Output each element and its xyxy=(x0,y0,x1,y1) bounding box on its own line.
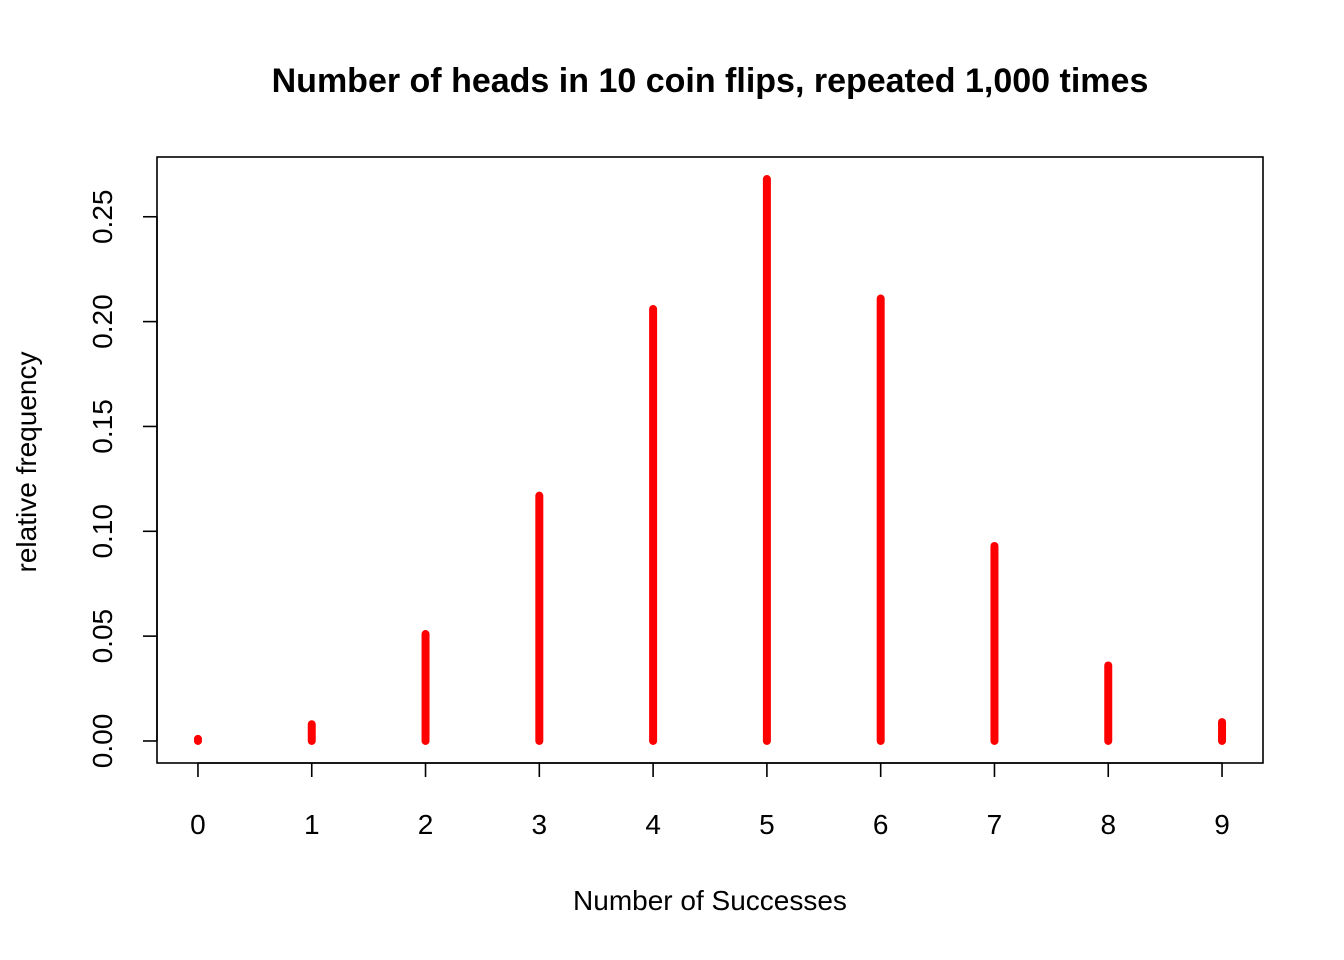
x-tick-label-4: 4 xyxy=(645,809,661,840)
x-tick-label-2: 2 xyxy=(418,809,434,840)
y-tick-label-0: 0.00 xyxy=(87,714,118,769)
bars-group xyxy=(193,175,1227,745)
x-tick-label-1: 1 xyxy=(304,809,320,840)
x-axis-label: Number of Successes xyxy=(573,885,847,916)
x-tick-label-8: 8 xyxy=(1100,809,1116,840)
y-tick-label-2: 0.10 xyxy=(87,504,118,559)
chart-title: Number of heads in 10 coin flips, repeat… xyxy=(272,62,1149,100)
x-tick-label-6: 6 xyxy=(873,809,889,840)
y-axis-label: relative frequency xyxy=(11,351,42,572)
x-tick-label-5: 5 xyxy=(759,809,775,840)
y-tick-label-4: 0.20 xyxy=(87,294,118,349)
x-tick-label-3: 3 xyxy=(532,809,548,840)
plot-area-frame xyxy=(156,156,1264,764)
x-tick-label-0: 0 xyxy=(190,809,206,840)
x-tick-label-9: 9 xyxy=(1214,809,1230,840)
y-tick-label-1: 0.05 xyxy=(87,609,118,664)
x-axis: 0 1 2 3 4 5 6 7 8 9 xyxy=(190,762,1230,840)
y-tick-label-3: 0.15 xyxy=(87,399,118,454)
y-axis: 0.00 0.05 0.10 0.15 0.20 0.25 xyxy=(87,190,158,769)
y-tick-label-5: 0.25 xyxy=(87,190,118,245)
x-tick-label-7: 7 xyxy=(987,809,1003,840)
